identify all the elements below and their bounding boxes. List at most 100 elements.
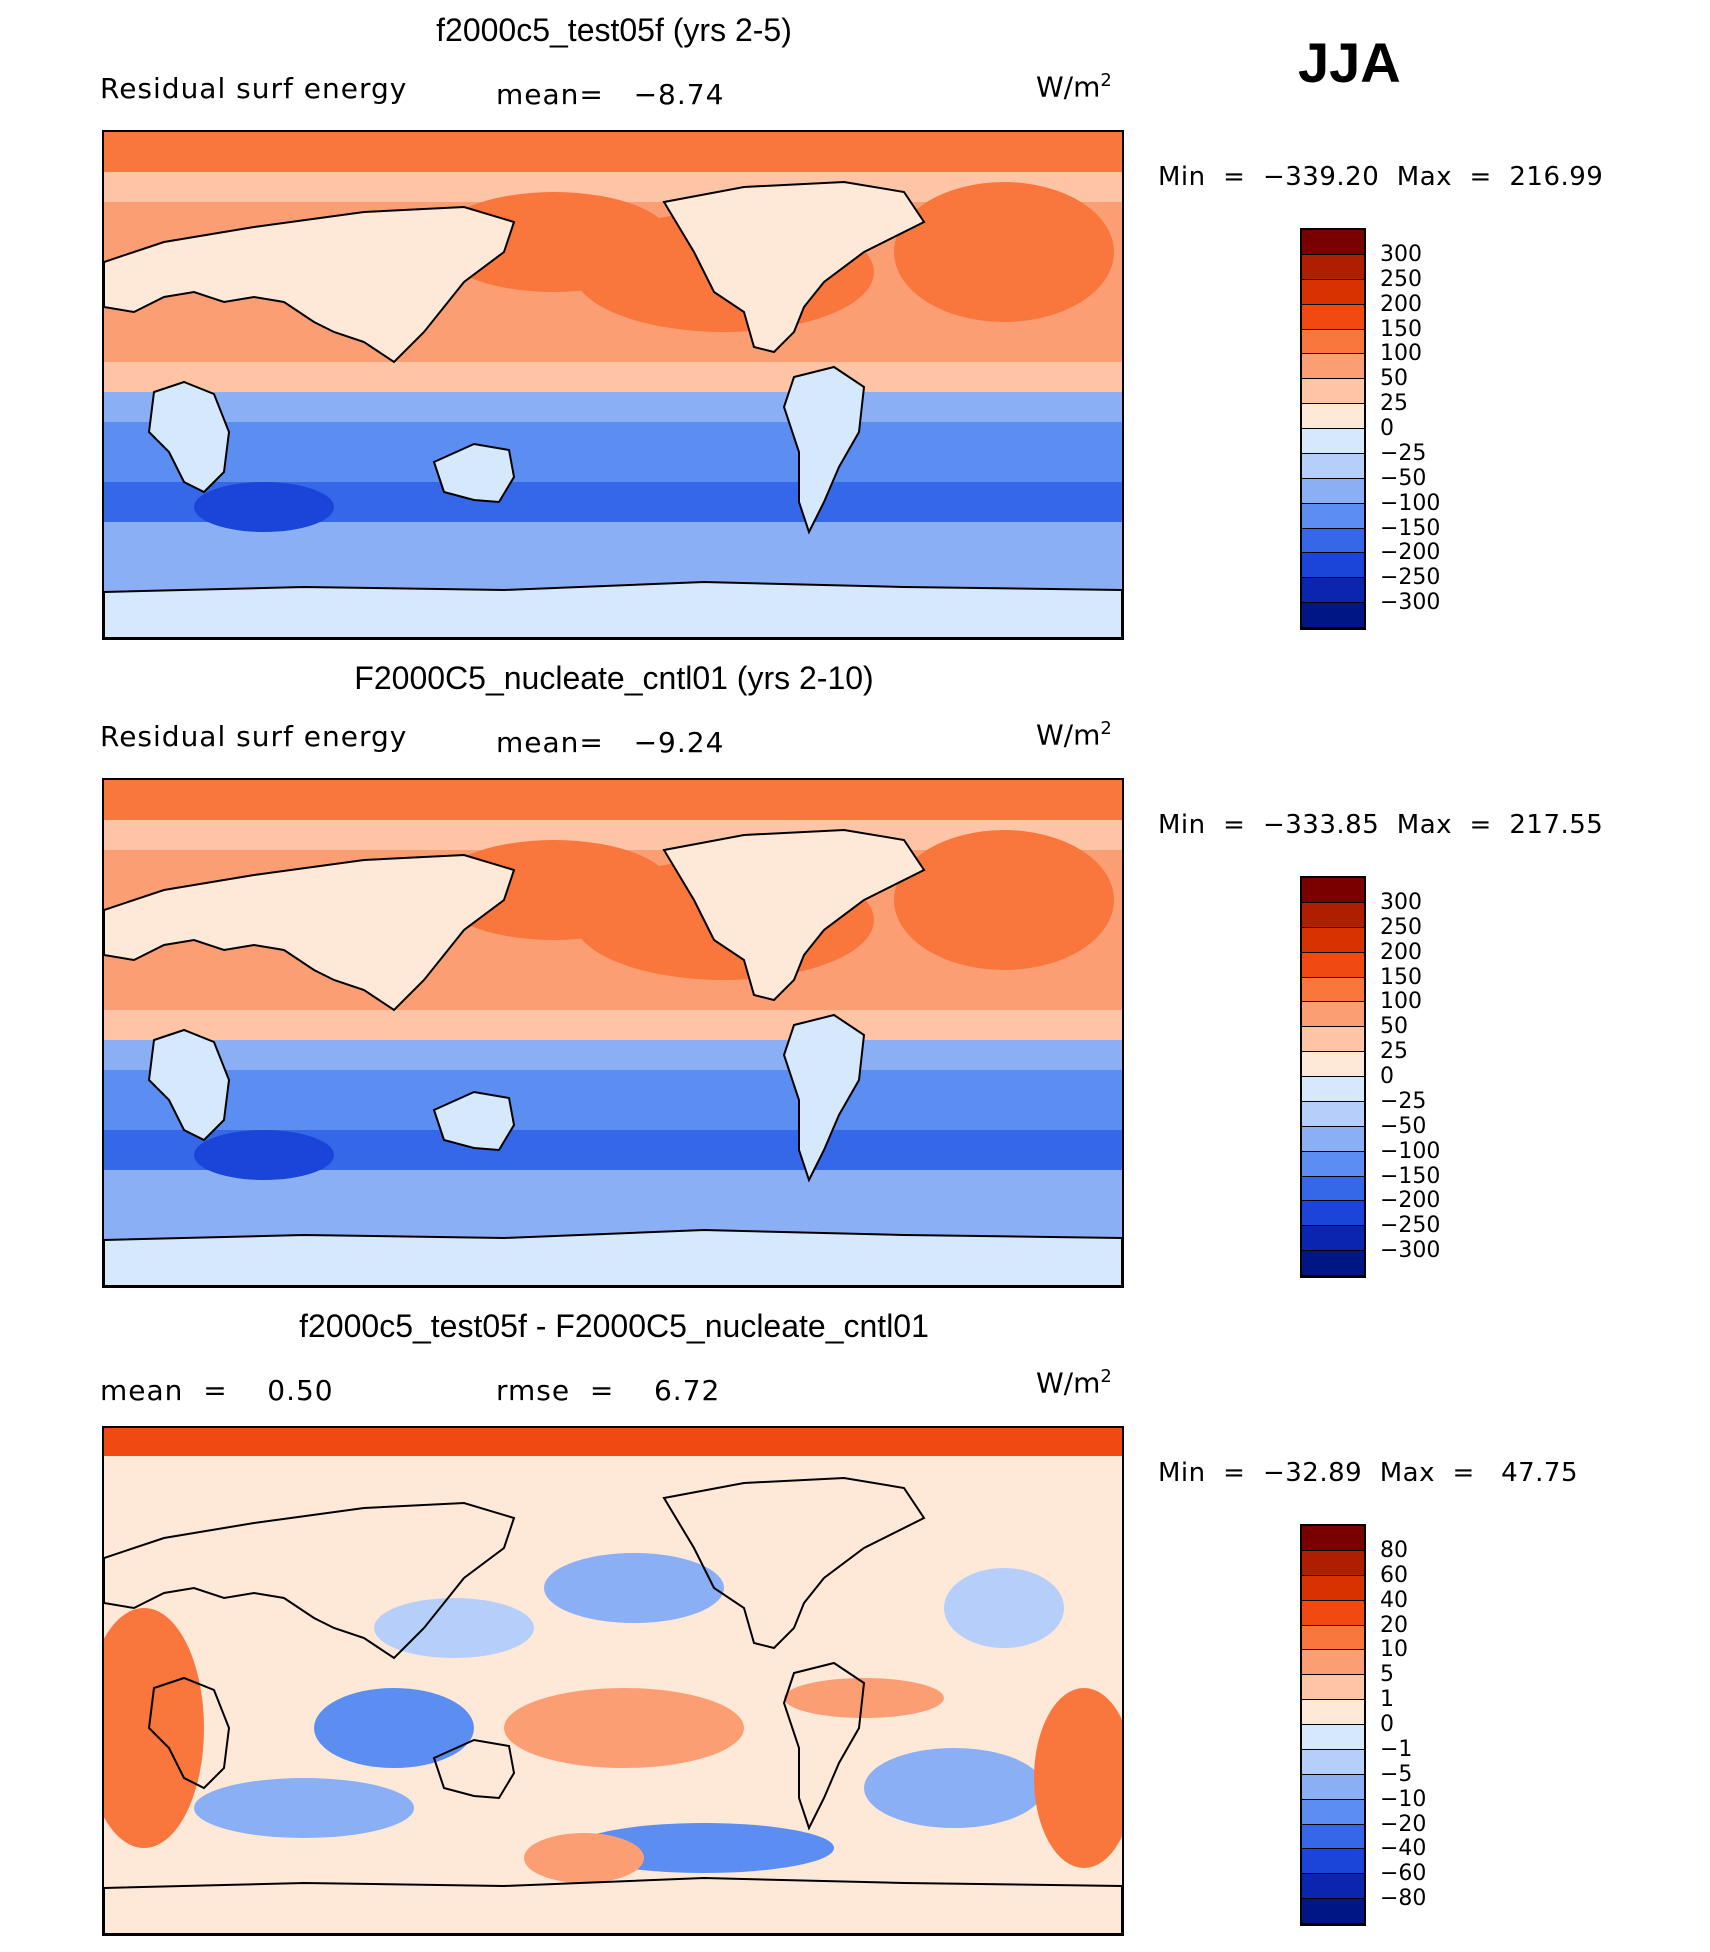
colorbar-level-label: 150 xyxy=(1380,964,1422,990)
panel-1-colorbar xyxy=(1300,228,1366,630)
colorbar-swatch xyxy=(1302,1052,1364,1077)
colorbar-swatch xyxy=(1302,1774,1364,1800)
colorbar-swatch xyxy=(1302,1700,1364,1725)
colorbar-level-label: −200 xyxy=(1380,1188,1441,1214)
colorbar-swatch xyxy=(1302,952,1364,978)
panel-1-contour-map xyxy=(104,132,1122,638)
colorbar-swatch xyxy=(1302,1799,1364,1825)
colorbar-swatch xyxy=(1302,1226,1364,1252)
colorbar-level-label: 50 xyxy=(1380,366,1408,392)
panel-3-rmse-value: 6.72 xyxy=(653,1374,721,1407)
colorbar-swatch xyxy=(1302,1002,1364,1028)
season-label: JJA xyxy=(1298,31,1401,94)
colorbar-level-label: −5 xyxy=(1380,1761,1413,1787)
colorbar-level-label: −1 xyxy=(1380,1736,1413,1762)
colorbar-level-label: −150 xyxy=(1380,1163,1441,1189)
panel-2-mean-label: mean= −9.24 xyxy=(496,726,724,759)
colorbar-level-label: 250 xyxy=(1380,914,1422,940)
colorbar-level-label: 300 xyxy=(1380,241,1422,267)
colorbar-swatch xyxy=(1302,1575,1364,1601)
colorbar-swatch xyxy=(1302,603,1364,628)
panel-3-title: f2000c5_test05f - F2000C5_nucleate_cntl0… xyxy=(299,1308,929,1344)
colorbar-swatch xyxy=(1302,1849,1364,1875)
panel-2-minmax: Min = −333.85 Max = 217.55 xyxy=(1158,810,1604,840)
panel-1-title: f2000c5_test05f (yrs 2-5) xyxy=(436,12,792,48)
colorbar-swatch xyxy=(1302,1550,1364,1576)
colorbar-swatch xyxy=(1302,1625,1364,1651)
colorbar-level-label: −300 xyxy=(1380,1238,1441,1264)
colorbar-level-label: −250 xyxy=(1380,565,1441,591)
colorbar-swatch xyxy=(1302,453,1364,479)
colorbar-swatch xyxy=(1302,1151,1364,1177)
colorbar-level-label: 300 xyxy=(1380,889,1422,915)
colorbar-swatch xyxy=(1302,478,1364,504)
panel-2-units: W/m2 xyxy=(1036,718,1112,752)
colorbar-swatch xyxy=(1302,254,1364,280)
colorbar-level-label: 1 xyxy=(1380,1687,1394,1713)
colorbar-level-label: 80 xyxy=(1380,1537,1408,1563)
colorbar-level-label: 10 xyxy=(1380,1637,1408,1663)
colorbar-level-label: −25 xyxy=(1380,1088,1427,1114)
panel-3-rmse-key: rmse = xyxy=(496,1374,615,1407)
panel-2-colorbar xyxy=(1300,876,1366,1278)
panel-1-mean-value: −8.74 xyxy=(633,78,725,111)
colorbar-swatch xyxy=(1302,1101,1364,1127)
colorbar-level-label: −50 xyxy=(1380,1113,1427,1139)
colorbar-level-label: 200 xyxy=(1380,291,1422,317)
colorbar-swatch xyxy=(1302,1725,1364,1750)
colorbar-level-label: 40 xyxy=(1380,1587,1408,1613)
colorbar-level-label: 150 xyxy=(1380,316,1422,342)
colorbar-swatch xyxy=(1302,1176,1364,1202)
panel-3-units: W/m2 xyxy=(1036,1366,1112,1400)
colorbar-level-label: 25 xyxy=(1380,391,1408,417)
colorbar-level-label: 100 xyxy=(1380,989,1422,1015)
colorbar-level-label: −40 xyxy=(1380,1836,1427,1862)
colorbar-level-label: 0 xyxy=(1380,416,1394,441)
colorbar-level-label: −100 xyxy=(1380,1138,1441,1164)
colorbar-swatch xyxy=(1302,553,1364,579)
panel-1-minmax: Min = −339.20 Max = 216.99 xyxy=(1158,162,1604,192)
colorbar-swatch xyxy=(1302,503,1364,529)
panel-3-map xyxy=(102,1426,1124,1936)
panel-2-variable-label: Residual surf energy xyxy=(100,720,408,753)
colorbar-level-label: 5 xyxy=(1380,1662,1394,1688)
colorbar-level-label: 60 xyxy=(1380,1562,1408,1588)
colorbar-level-label: −20 xyxy=(1380,1811,1427,1837)
colorbar-level-label: −100 xyxy=(1380,490,1441,516)
colorbar-swatch xyxy=(1302,329,1364,355)
colorbar-swatch xyxy=(1302,279,1364,305)
panel-1-map xyxy=(102,130,1124,640)
colorbar-level-label: −200 xyxy=(1380,540,1441,566)
colorbar-swatch xyxy=(1302,977,1364,1003)
colorbar-level-label: 50 xyxy=(1380,1014,1408,1040)
panel-1-variable-label: Residual surf energy xyxy=(100,72,408,105)
colorbar-swatch xyxy=(1302,304,1364,330)
panel-3-mean-label: mean = 0.50 xyxy=(100,1374,334,1407)
panel-2-mean-key: mean= xyxy=(496,726,604,759)
colorbar-swatch xyxy=(1302,902,1364,928)
panel-3-rmse-label: rmse = 6.72 xyxy=(496,1374,720,1407)
colorbar-level-label: −60 xyxy=(1380,1861,1427,1887)
panel-2-map xyxy=(102,778,1124,1288)
colorbar-level-label: −80 xyxy=(1380,1886,1427,1912)
colorbar-swatch xyxy=(1302,578,1364,604)
colorbar-swatch xyxy=(1302,528,1364,554)
colorbar-swatch xyxy=(1302,1874,1364,1900)
colorbar-swatch xyxy=(1302,379,1364,405)
colorbar-level-label: −25 xyxy=(1380,440,1427,466)
colorbar-swatch xyxy=(1302,354,1364,380)
colorbar-level-label: −250 xyxy=(1380,1213,1441,1239)
colorbar-swatch xyxy=(1302,1824,1364,1850)
colorbar-swatch xyxy=(1302,927,1364,953)
panel-3-mean-value: 0.50 xyxy=(267,1374,334,1407)
colorbar-level-label: −150 xyxy=(1380,515,1441,541)
colorbar-swatch xyxy=(1302,404,1364,429)
colorbar-level-label: −50 xyxy=(1380,465,1427,491)
colorbar-level-label: 200 xyxy=(1380,939,1422,965)
colorbar-swatch xyxy=(1302,230,1364,255)
colorbar-swatch xyxy=(1302,429,1364,454)
colorbar-swatch xyxy=(1302,1077,1364,1102)
panel-1-units: W/m2 xyxy=(1036,70,1112,104)
colorbar-swatch xyxy=(1302,1650,1364,1676)
colorbar-swatch xyxy=(1302,1675,1364,1701)
